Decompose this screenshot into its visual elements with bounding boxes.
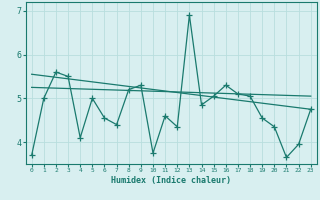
X-axis label: Humidex (Indice chaleur): Humidex (Indice chaleur) (111, 176, 231, 185)
